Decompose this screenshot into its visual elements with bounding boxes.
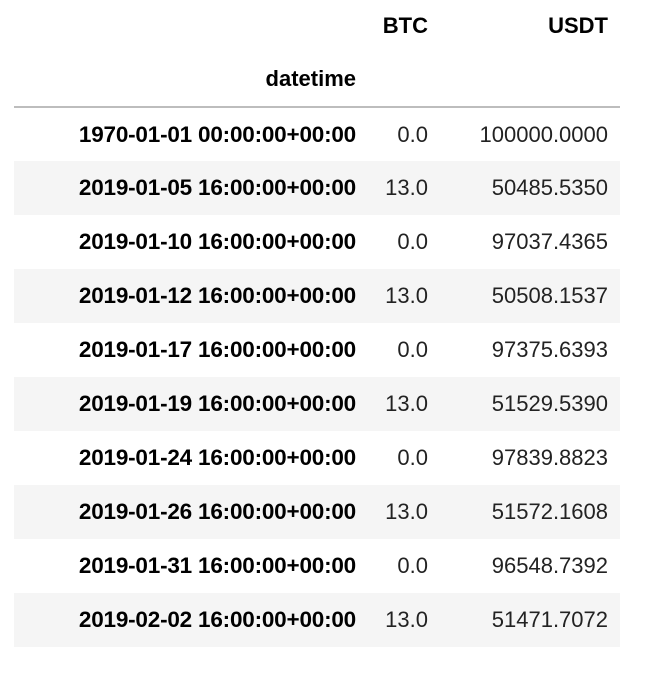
column-header-usdt: USDT: [548, 13, 608, 38]
index-name-header: datetime: [14, 52, 368, 108]
row-index-datetime: 1970-01-01 00:00:00+00:00: [78, 121, 356, 147]
row-index-datetime: 2019-01-24 16:00:00+00:00: [78, 445, 356, 470]
cell-usdt: 97839.8823: [491, 445, 608, 470]
table-row: 2019-02-02 16:00:00+00:00 13.0 51471.707…: [14, 593, 620, 647]
row-index-datetime: 2019-01-26 16:00:00+00:00: [78, 499, 356, 524]
cell-usdt: 97037.4365: [491, 229, 608, 254]
cell-btc: 0.0: [397, 337, 428, 362]
cell-usdt: 51572.1608: [491, 499, 608, 524]
row-index-datetime: 2019-01-19 16:00:00+00:00: [78, 391, 356, 416]
cell-usdt: 50508.1537: [491, 283, 608, 308]
cell-btc: 0.0: [397, 121, 428, 147]
table-row: 2019-01-24 16:00:00+00:00 0.0 97839.8823: [14, 431, 620, 485]
cell-btc: 13.0: [385, 499, 428, 524]
row-index-datetime: 2019-01-17 16:00:00+00:00: [78, 337, 356, 362]
table-row: 2019-01-19 16:00:00+00:00 13.0 51529.539…: [14, 377, 620, 431]
row-index-datetime: 2019-02-02 16:00:00+00:00: [78, 607, 356, 632]
dataframe-table: BTC USDT datetime 1970-01-01 00:00:00+00…: [14, 0, 620, 647]
cell-usdt: 51529.5390: [491, 391, 608, 416]
table-row: 2019-01-31 16:00:00+00:00 0.0 96548.7392: [14, 539, 620, 593]
column-header-row: BTC USDT: [14, 0, 620, 52]
row-index-datetime: 2019-01-10 16:00:00+00:00: [78, 229, 356, 254]
table-header: BTC USDT datetime: [14, 0, 620, 108]
cell-btc: 0.0: [397, 445, 428, 470]
cell-btc: 13.0: [385, 283, 428, 308]
row-index-datetime: 2019-01-12 16:00:00+00:00: [78, 283, 356, 308]
table-row: 2019-01-12 16:00:00+00:00 13.0 50508.153…: [14, 269, 620, 323]
table-row: 2019-01-26 16:00:00+00:00 13.0 51572.160…: [14, 485, 620, 539]
index-name-row: datetime: [14, 52, 620, 108]
row-index-datetime: 2019-01-31 16:00:00+00:00: [78, 553, 356, 578]
cell-usdt: 50485.5350: [491, 175, 608, 200]
cell-btc: 13.0: [385, 175, 428, 200]
table-row: 2019-01-10 16:00:00+00:00 0.0 97037.4365: [14, 215, 620, 269]
table-row: 1970-01-01 00:00:00+00:00 0.0 100000.000…: [14, 107, 620, 161]
cell-btc: 0.0: [397, 553, 428, 578]
index-name-empty-cell: [440, 52, 620, 108]
index-name-empty-cell: [368, 52, 440, 108]
cell-usdt: 51471.7072: [491, 607, 608, 632]
cell-usdt: 97375.6393: [491, 337, 608, 362]
cell-usdt: 96548.7392: [491, 553, 608, 578]
table-row: 2019-01-17 16:00:00+00:00 0.0 97375.6393: [14, 323, 620, 377]
column-header-btc: BTC: [382, 13, 428, 38]
table-body: 1970-01-01 00:00:00+00:00 0.0 100000.000…: [14, 107, 620, 647]
cell-btc: 13.0: [385, 391, 428, 416]
table-row: 2019-01-05 16:00:00+00:00 13.0 50485.535…: [14, 161, 620, 215]
cell-usdt: 100000.0000: [479, 121, 608, 147]
row-index-datetime: 2019-01-05 16:00:00+00:00: [78, 175, 356, 200]
cell-btc: 13.0: [385, 607, 428, 632]
header-corner-cell: [14, 0, 368, 52]
cell-btc: 0.0: [397, 229, 428, 254]
